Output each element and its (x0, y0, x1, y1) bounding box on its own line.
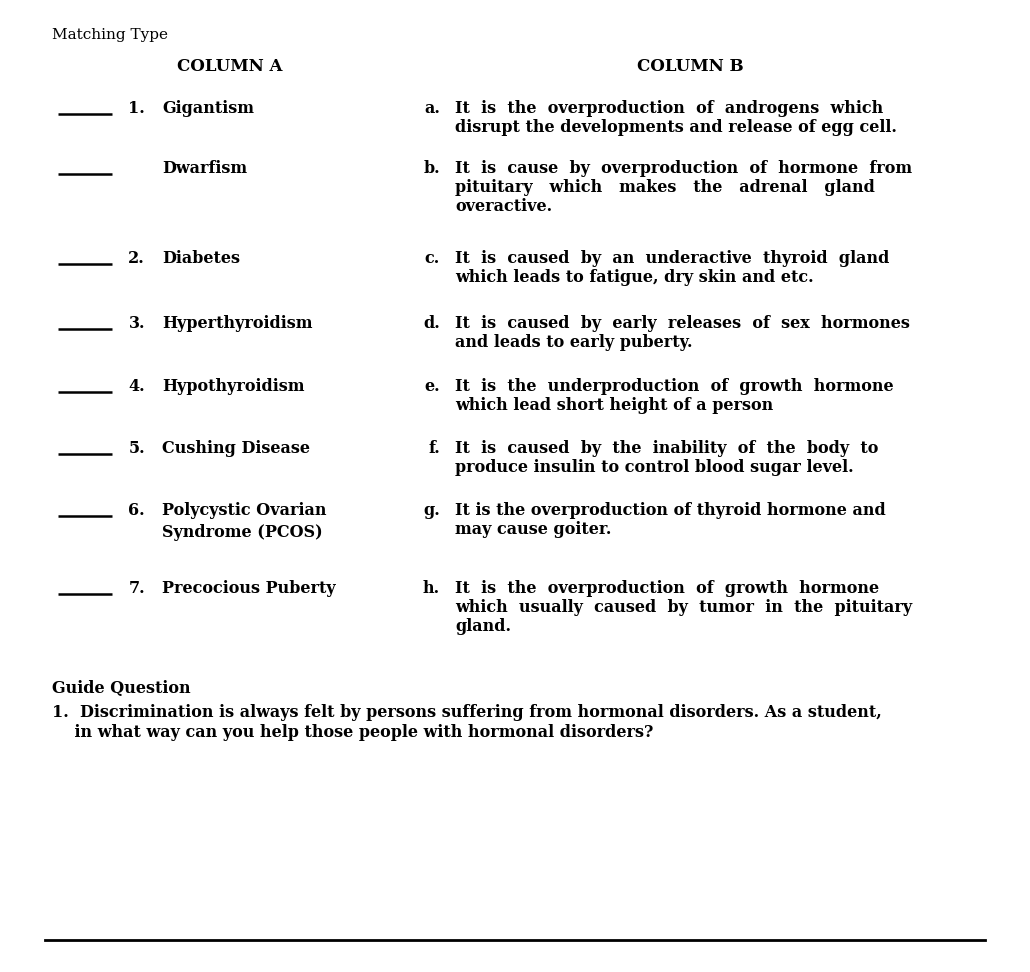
Text: c.: c. (424, 250, 440, 267)
Text: 1.  Discrimination is always felt by persons suffering from hormonal disorders. : 1. Discrimination is always felt by pers… (52, 704, 882, 721)
Text: 1.: 1. (129, 100, 145, 117)
Text: It  is  cause  by  overproduction  of  hormone  from: It is cause by overproduction of hormone… (455, 160, 913, 177)
Text: in what way can you help those people with hormonal disorders?: in what way can you help those people wi… (52, 724, 653, 741)
Text: b.: b. (423, 160, 440, 177)
Text: 3.: 3. (129, 315, 145, 332)
Text: gland.: gland. (455, 618, 511, 635)
Text: Gigantism: Gigantism (162, 100, 254, 117)
Text: It is the overproduction of thyroid hormone and: It is the overproduction of thyroid horm… (455, 502, 886, 519)
Text: It  is  caused  by  the  inability  of  the  body  to: It is caused by the inability of the bod… (455, 440, 879, 457)
Text: COLUMN A: COLUMN A (177, 58, 283, 75)
Text: which leads to fatigue, dry skin and etc.: which leads to fatigue, dry skin and etc… (455, 269, 814, 286)
Text: It  is  the  overproduction  of  androgens  which: It is the overproduction of androgens wh… (455, 100, 884, 117)
Text: g.: g. (423, 502, 440, 519)
Text: and leads to early puberty.: and leads to early puberty. (455, 334, 692, 351)
Text: It  is  the  overproduction  of  growth  hormone: It is the overproduction of growth hormo… (455, 580, 880, 597)
Text: It  is  the  underproduction  of  growth  hormone: It is the underproduction of growth horm… (455, 378, 894, 395)
Text: Guide Question: Guide Question (52, 680, 191, 697)
Text: a.: a. (424, 100, 440, 117)
Text: 2.: 2. (129, 250, 145, 267)
Text: Diabetes: Diabetes (162, 250, 240, 267)
Text: which lead short height of a person: which lead short height of a person (455, 397, 774, 414)
Text: It  is  caused  by  early  releases  of  sex  hormones: It is caused by early releases of sex ho… (455, 315, 909, 332)
Text: 6.: 6. (129, 502, 145, 519)
Text: Polycystic Ovarian
Syndrome (PCOS): Polycystic Ovarian Syndrome (PCOS) (162, 502, 327, 541)
Text: h.: h. (423, 580, 440, 597)
Text: 5.: 5. (129, 440, 145, 457)
Text: 4.: 4. (129, 378, 145, 395)
Text: Dwarfism: Dwarfism (162, 160, 247, 177)
Text: f.: f. (428, 440, 440, 457)
Text: d.: d. (423, 315, 440, 332)
Text: Hypothyroidism: Hypothyroidism (162, 378, 305, 395)
Text: Cushing Disease: Cushing Disease (162, 440, 310, 457)
Text: produce insulin to control blood sugar level.: produce insulin to control blood sugar l… (455, 459, 854, 476)
Text: 7.: 7. (129, 580, 145, 597)
Text: e.: e. (424, 378, 440, 395)
Text: which  usually  caused  by  tumor  in  the  pituitary: which usually caused by tumor in the pit… (455, 599, 913, 616)
Text: may cause goiter.: may cause goiter. (455, 521, 612, 538)
Text: overactive.: overactive. (455, 198, 552, 215)
Text: COLUMN B: COLUMN B (637, 58, 744, 75)
Text: disrupt the developments and release of egg cell.: disrupt the developments and release of … (455, 119, 897, 136)
Text: Hyperthyroidism: Hyperthyroidism (162, 315, 312, 332)
Text: Precocious Puberty: Precocious Puberty (162, 580, 336, 597)
Text: pituitary   which   makes   the   adrenal   gland: pituitary which makes the adrenal gland (455, 179, 874, 196)
Text: It  is  caused  by  an  underactive  thyroid  gland: It is caused by an underactive thyroid g… (455, 250, 889, 267)
Text: Matching Type: Matching Type (52, 28, 168, 42)
